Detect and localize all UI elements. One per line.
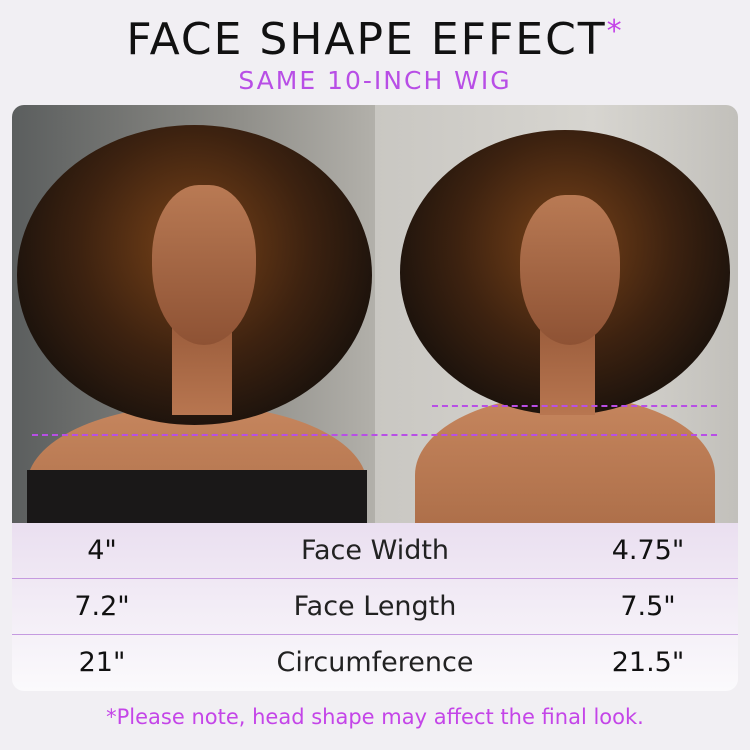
metric-label: Circumference xyxy=(276,647,474,678)
face xyxy=(520,195,620,345)
comparison-photos xyxy=(12,105,738,523)
title-asterisk: * xyxy=(606,14,624,49)
page-subtitle: SAME 10-INCH WIG xyxy=(238,66,512,95)
measurement-table: 4" Face Width 4.75" 7.2" Face Length 7.5… xyxy=(12,523,738,691)
table-row: 4" Face Width 4.75" xyxy=(12,523,738,579)
guide-line-lower xyxy=(32,434,717,436)
right-value: 21.5" xyxy=(611,647,685,678)
page-title: FACE SHAPE EFFECT* xyxy=(0,14,750,65)
left-value: 21" xyxy=(78,647,126,678)
right-value: 4.75" xyxy=(611,535,685,566)
black-top xyxy=(27,470,367,523)
face xyxy=(152,185,256,345)
title-text: FACE SHAPE EFFECT xyxy=(126,14,607,65)
left-value: 4" xyxy=(87,535,117,566)
table-row: 21" Circumference 21.5" xyxy=(12,635,738,690)
shoulders xyxy=(415,395,715,523)
photo-right-model xyxy=(375,105,738,523)
guide-line-upper xyxy=(432,405,717,407)
disclaimer-note: *Please note, head shape may affect the … xyxy=(106,705,644,729)
photo-left-model xyxy=(12,105,375,523)
metric-label: Face Length xyxy=(293,591,457,622)
table-row: 7.2" Face Length 7.5" xyxy=(12,579,738,635)
metric-label: Face Width xyxy=(300,535,450,566)
left-value: 7.2" xyxy=(74,591,130,622)
right-value: 7.5" xyxy=(620,591,676,622)
